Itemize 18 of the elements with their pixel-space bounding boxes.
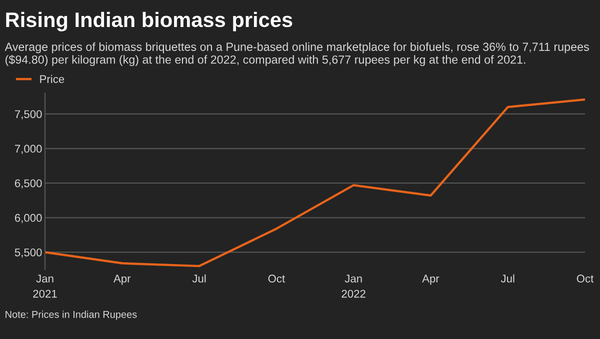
x-tick-label: Jan 2021 [33,274,57,298]
x-tick-label: Apr [422,274,440,285]
x-tick-label: Oct [576,274,594,283]
x-tick-label: Jul [192,274,206,283]
chart-subtitle: Average prices of biomass briquettes on a Pune-based online marketplace for biofuels, rose 36% to 7,711 rupees ($94.80) per kilogram (kg) at the end of 2022, compared with 5,677 rupees per kg at the end of 2021. [4,42,589,66]
y-tick-label: 6,000 [14,214,42,224]
x-tick-label: Oct [268,274,285,283]
x-tick-label: Jul [500,274,514,283]
line-series [45,98,585,268]
x-tick-label: Jan 2022 [342,274,366,298]
legend-label: Price [40,74,64,84]
text: Note: Prices in Indian Rupees [6,310,137,320]
chart-title: Rising Indian biomass prices [6,12,292,32]
y-tick-label: 5,500 [14,248,42,258]
y-tick-label: 7,500 [14,110,42,120]
y-tick-label: 6,500 [14,179,42,189]
y-tick-label: 7,000 [14,144,42,154]
x-tick-label: Apr [114,274,131,285]
